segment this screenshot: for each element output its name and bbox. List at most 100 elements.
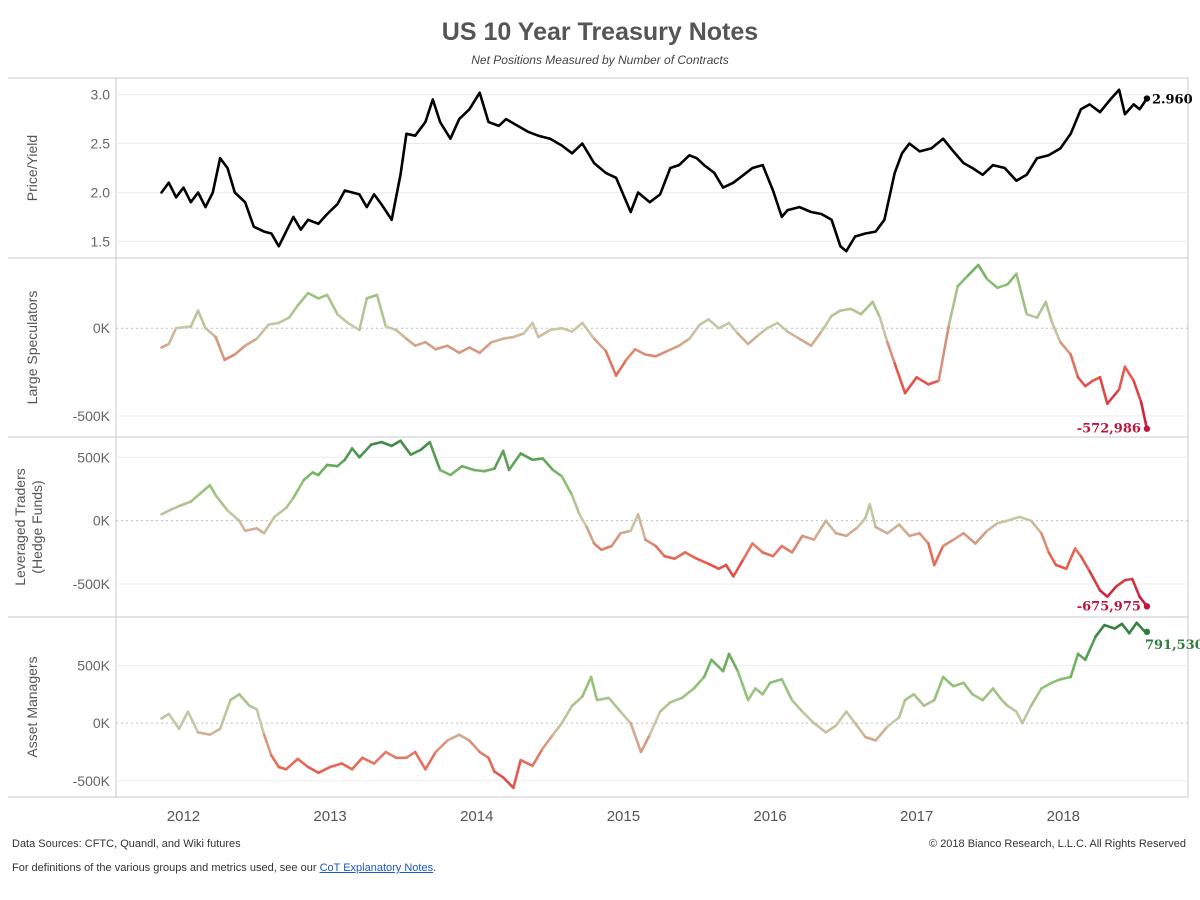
series-segment: [1103, 623, 1116, 630]
series-segment: [580, 675, 593, 698]
y-axis-label: Large Speculators: [24, 291, 40, 405]
series-segment: [878, 316, 889, 344]
series-segment: [790, 698, 804, 713]
series-segment: [204, 326, 217, 339]
series-segment: [346, 321, 361, 332]
series-segment: [756, 326, 769, 337]
series-segment: [1123, 365, 1135, 383]
series-segment: [336, 312, 350, 325]
y-tick-label: 0K: [93, 715, 111, 731]
footer-definitions: For definitions of the various groups an…: [12, 862, 436, 874]
series-segment: [633, 347, 647, 356]
series-segment: [629, 721, 643, 754]
cot-explanatory-notes-link[interactable]: CoT Explanatory Notes: [319, 862, 434, 874]
series-segment: [548, 326, 564, 332]
series-segment: [853, 721, 867, 739]
series-segment: [570, 493, 581, 516]
series-segment: [306, 291, 320, 300]
series-segment: [199, 483, 212, 495]
series-segment: [1094, 623, 1106, 638]
series-segment: [1069, 353, 1080, 379]
last-value-label: -675,975: [1077, 599, 1141, 614]
series-segment: [208, 727, 222, 737]
x-tick-label: 2012: [167, 808, 200, 825]
series-segment: [369, 440, 383, 446]
series-segment: [343, 447, 354, 462]
series-segment: [478, 750, 490, 760]
series-segment: [915, 375, 930, 386]
series-segment: [1029, 687, 1043, 708]
series-segment: [519, 452, 534, 462]
series-segment: [941, 538, 955, 548]
series-segment: [688, 323, 702, 341]
series-segment: [666, 344, 681, 353]
x-tick-label: 2015: [607, 808, 640, 825]
series-segment: [1069, 652, 1080, 679]
series-segment: [1025, 312, 1039, 320]
series-line: [160, 439, 1149, 608]
series-segment: [897, 698, 907, 719]
series-segment: [839, 307, 853, 312]
series-segment: [214, 493, 229, 512]
series-segment: [394, 328, 408, 341]
series-segment: [405, 750, 417, 760]
series-segment: [1076, 652, 1087, 662]
series-segment: [592, 542, 603, 552]
series-segment: [1106, 388, 1121, 406]
series-segment: [536, 328, 552, 339]
series-segment: [751, 542, 765, 554]
footer-definitions-prefix: For definitions of the various groups an…: [12, 862, 320, 874]
series-segment: [654, 349, 669, 358]
series-segment: [1015, 272, 1028, 316]
y-axis-label: Price/Yield: [24, 135, 40, 201]
series-segment: [438, 468, 452, 477]
series-segment: [160, 712, 171, 720]
series-segment: [663, 554, 677, 561]
series-segment: [707, 562, 721, 571]
y-tick-label: -500K: [73, 773, 111, 789]
series-segment: [780, 677, 794, 702]
series-segment: [350, 756, 364, 771]
series-segment: [809, 330, 823, 348]
series-segment: [519, 758, 534, 768]
series-segment: [742, 542, 754, 561]
series-segment: [1098, 589, 1109, 599]
series-segment: [226, 509, 241, 523]
series-segment: [614, 358, 628, 377]
series-segment: [761, 681, 772, 696]
series-segment: [981, 687, 995, 702]
series-segment: [196, 731, 212, 737]
series-segment: [501, 776, 515, 790]
series-segment: [927, 379, 941, 386]
series-segment: [413, 340, 427, 348]
x-tick-label: 2013: [313, 808, 346, 825]
series-segment: [1131, 577, 1141, 599]
series-segment: [727, 321, 740, 335]
series-segment: [864, 735, 877, 742]
series-segment: [350, 447, 361, 459]
series-segment: [428, 440, 442, 472]
series-line: [160, 263, 1149, 431]
series-segment: [405, 337, 417, 348]
series-segment: [446, 344, 461, 355]
chart-subtitle: Net Positions Measured by Number of Cont…: [471, 53, 729, 67]
y-tick-label: -500K: [73, 576, 111, 592]
last-value-marker: [1143, 425, 1151, 432]
series-segment: [856, 516, 867, 529]
series-segment: [812, 519, 828, 542]
series-segment: [996, 519, 1009, 525]
series-segment: [237, 692, 251, 708]
series-segment: [177, 710, 190, 731]
series-segment: [1020, 704, 1033, 725]
series-segment: [336, 458, 347, 468]
series-segment: [698, 318, 710, 327]
series-segment: [302, 471, 314, 482]
series-segment: [985, 277, 999, 290]
series-segment: [776, 321, 789, 334]
series-segment: [223, 353, 237, 362]
series-segment: [736, 669, 750, 702]
series-segment: [1139, 400, 1149, 431]
series-segment: [893, 361, 907, 395]
series-segment: [976, 263, 989, 281]
series-segment: [424, 340, 438, 351]
